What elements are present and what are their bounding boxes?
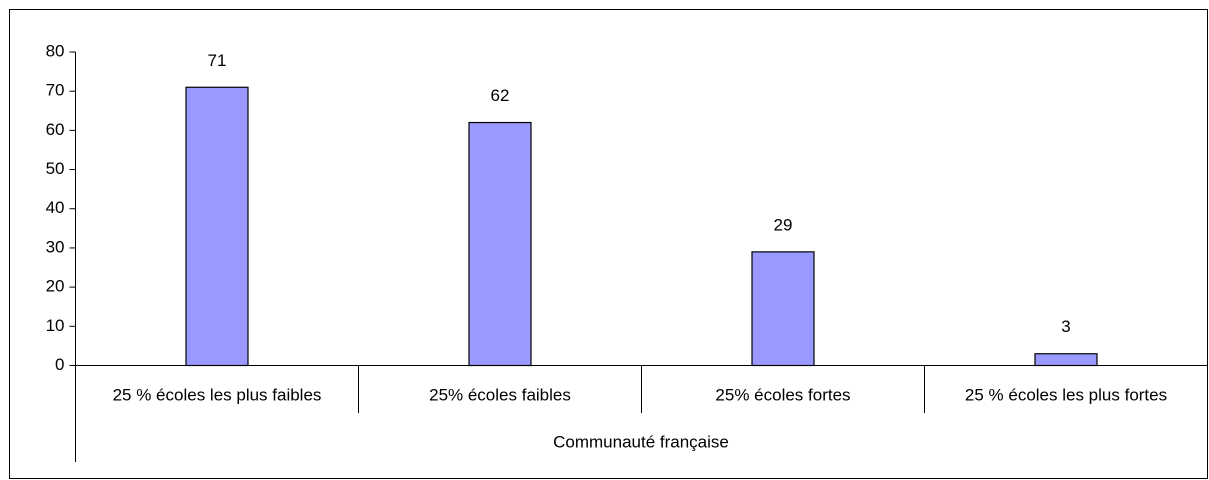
bar — [1034, 353, 1098, 367]
data-label: 62 — [491, 86, 510, 105]
y-tick-label: 30 — [46, 237, 65, 256]
y-tick-label: 0 — [55, 355, 64, 374]
bar — [751, 251, 815, 367]
chart-border — [9, 9, 1208, 479]
y-tick-label: 60 — [46, 120, 65, 139]
x-tick-label: 25% écoles faibles — [429, 385, 571, 404]
group-label: Communauté française — [553, 432, 729, 451]
data-label: 71 — [208, 51, 227, 70]
y-tick-label: 40 — [46, 198, 65, 217]
bar — [185, 86, 249, 367]
y-tick-label: 70 — [46, 81, 65, 100]
bar — [468, 121, 532, 367]
x-tick-label: 25 % écoles les plus faibles — [113, 385, 322, 404]
y-tick-label: 50 — [46, 159, 65, 178]
x-tick-label: 25% écoles fortes — [715, 385, 850, 404]
data-label: 3 — [1061, 317, 1070, 336]
y-tick-label: 20 — [46, 277, 65, 296]
data-label: 29 — [774, 215, 793, 234]
y-tick-label: 80 — [46, 41, 65, 60]
y-tick-label: 10 — [46, 316, 65, 335]
x-tick-label: 25 % écoles les plus fortes — [965, 385, 1167, 404]
